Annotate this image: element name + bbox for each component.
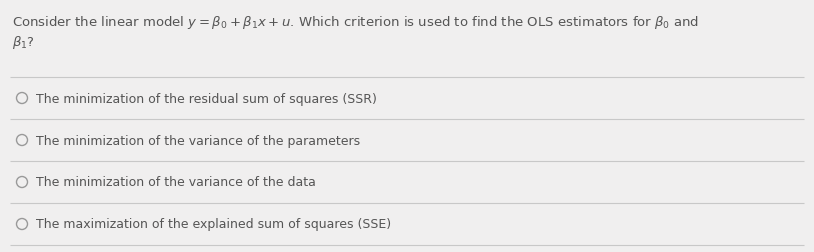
Text: The minimization of the variance of the parameters: The minimization of the variance of the …	[36, 134, 360, 147]
Text: The minimization of the residual sum of squares (SSR): The minimization of the residual sum of …	[36, 92, 377, 105]
Text: $\beta_1$?: $\beta_1$?	[12, 34, 35, 51]
Text: The maximization of the explained sum of squares (SSE): The maximization of the explained sum of…	[36, 218, 391, 231]
Text: Consider the linear model $y = \beta_0 + \beta_1 x + u$. Which criterion is used: Consider the linear model $y = \beta_0 +…	[12, 14, 699, 31]
Text: The minimization of the variance of the data: The minimization of the variance of the …	[36, 176, 316, 189]
